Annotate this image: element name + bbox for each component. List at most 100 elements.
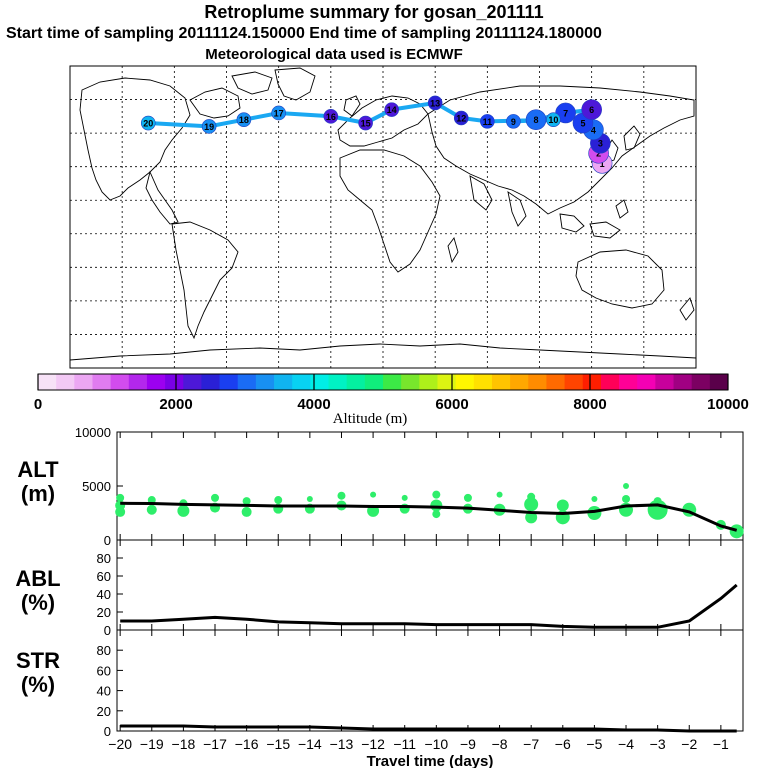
x-tick-label: −15 bbox=[266, 736, 290, 752]
abl-ylabel-2: (%) bbox=[21, 590, 55, 615]
plume-marker: 9 bbox=[506, 114, 521, 129]
plume-dot bbox=[201, 119, 217, 134]
x-axis-title: Travel time (days) bbox=[367, 753, 494, 768]
alt-scatter-point bbox=[463, 493, 472, 502]
alt-scatter-point bbox=[306, 495, 313, 502]
plume-day-label: 20 bbox=[143, 119, 153, 129]
plume-day-label: 14 bbox=[387, 105, 397, 115]
colorbar-cell bbox=[274, 374, 293, 390]
plume-dot bbox=[546, 112, 561, 127]
x-tick-label: −9 bbox=[460, 736, 476, 752]
alt-scatter-point bbox=[556, 499, 569, 512]
plume-day-label: 13 bbox=[430, 98, 440, 108]
plume-marker: 18 bbox=[236, 112, 252, 127]
x-tick-label: −14 bbox=[298, 736, 322, 752]
alt-scatter-point bbox=[241, 506, 252, 517]
colorbar-tick-label: 2000 bbox=[159, 396, 192, 413]
y-tick-label: 80 bbox=[97, 551, 111, 566]
colorbar-cell bbox=[491, 374, 511, 390]
colorbar-cell bbox=[528, 374, 547, 390]
x-tick-label: −12 bbox=[361, 736, 385, 752]
plume-day-label: 5 bbox=[580, 119, 585, 129]
x-tick-label: −8 bbox=[492, 736, 508, 752]
plume-marker: 10 bbox=[546, 112, 561, 127]
alt-scatter-point bbox=[116, 493, 125, 502]
x-tick-label: −18 bbox=[172, 736, 196, 752]
alt-scatter-point bbox=[242, 497, 251, 506]
plume-dot bbox=[581, 99, 602, 120]
str-panel-frame bbox=[116, 629, 744, 732]
colorbar-tick-label: 4000 bbox=[297, 396, 330, 413]
y-tick-label: 0 bbox=[104, 724, 111, 739]
alt-mean-line bbox=[120, 501, 738, 532]
coastlines bbox=[69, 67, 697, 361]
str-line bbox=[120, 724, 737, 733]
alt-scatter bbox=[115, 483, 744, 539]
plume-marker: 6 bbox=[581, 99, 602, 120]
y-tick-label: 20 bbox=[97, 605, 111, 620]
plume-marker: 17 bbox=[271, 105, 286, 121]
page-title: Retroplume summary for gosan_201111 bbox=[204, 2, 544, 22]
alt-scatter-point bbox=[432, 510, 441, 519]
colorbar-tick-label: 8000 bbox=[573, 396, 606, 413]
plume-day-label: 7 bbox=[563, 108, 568, 118]
colorbar-cell bbox=[637, 374, 656, 390]
plume-day-label: 18 bbox=[239, 115, 249, 125]
x-tick-label: −1 bbox=[713, 736, 729, 752]
plume-day-label: 19 bbox=[204, 122, 214, 132]
colorbar-cell bbox=[619, 374, 638, 390]
plume-dot bbox=[140, 115, 156, 131]
plume-day-label: 8 bbox=[534, 115, 539, 125]
str-ylabel-1: STR bbox=[16, 648, 60, 673]
plume-day-label: 1 bbox=[600, 159, 605, 169]
colorbar-cell bbox=[564, 374, 584, 390]
x-tick-label: −11 bbox=[393, 736, 416, 752]
colorbar-cell bbox=[255, 374, 275, 390]
colorbar-cell bbox=[310, 374, 329, 390]
colorbar-cell bbox=[219, 374, 239, 390]
colorbar-cell bbox=[346, 374, 366, 390]
plume-dot bbox=[453, 110, 469, 126]
colorbar-cell bbox=[437, 374, 457, 390]
plume-dot bbox=[236, 112, 252, 127]
plume-marker: 16 bbox=[323, 109, 339, 124]
plume-day-label: 2 bbox=[596, 149, 601, 159]
alt-scatter-point bbox=[622, 494, 631, 503]
plume-marker: 15 bbox=[358, 115, 373, 131]
alt-scatter-point bbox=[430, 499, 443, 512]
colorbar-cell bbox=[401, 374, 420, 390]
plume-day-label: 3 bbox=[598, 139, 603, 149]
alt-scatter-point bbox=[647, 499, 668, 520]
colorbar-cell bbox=[56, 374, 75, 390]
y-tick-label: 40 bbox=[97, 684, 111, 699]
y-tick-label: 0 bbox=[104, 533, 111, 548]
plume-dot bbox=[480, 114, 495, 129]
str-ylabel-2: (%) bbox=[21, 672, 55, 697]
plume-dot bbox=[358, 115, 373, 131]
colorbar-cell bbox=[38, 374, 57, 390]
colorbar-cell bbox=[673, 374, 693, 390]
colorbar-cell bbox=[655, 374, 674, 390]
plume-dot bbox=[427, 95, 443, 111]
colorbar-cell bbox=[110, 374, 130, 390]
alt-scatter-point bbox=[729, 524, 744, 539]
x-tick-label: −4 bbox=[618, 736, 634, 752]
colorbar-tick-label: 6000 bbox=[435, 396, 468, 413]
plume-day-label: 12 bbox=[456, 114, 466, 124]
alt-scatter-point bbox=[623, 483, 630, 489]
alt-scatter-point bbox=[177, 504, 190, 517]
plume-day-label: 17 bbox=[274, 108, 284, 118]
plume-day-label: 4 bbox=[591, 125, 596, 135]
y-tick-label: 5000 bbox=[82, 479, 111, 494]
x-tick-label: −5 bbox=[586, 736, 602, 752]
alt-scatter-point bbox=[496, 491, 503, 498]
plume-day-label: 11 bbox=[483, 117, 493, 127]
plume-day-label: 9 bbox=[511, 117, 516, 127]
met-data-line: Meteorological data used is ECMWF bbox=[205, 46, 463, 63]
x-tick-label: −19 bbox=[140, 736, 164, 752]
x-tick-label: −13 bbox=[330, 736, 354, 752]
alt-scatter-point bbox=[370, 491, 377, 498]
colorbar-cell bbox=[128, 374, 148, 390]
plume-marker: 11 bbox=[480, 114, 495, 129]
alt-ylabel-1: ALT bbox=[17, 457, 59, 482]
